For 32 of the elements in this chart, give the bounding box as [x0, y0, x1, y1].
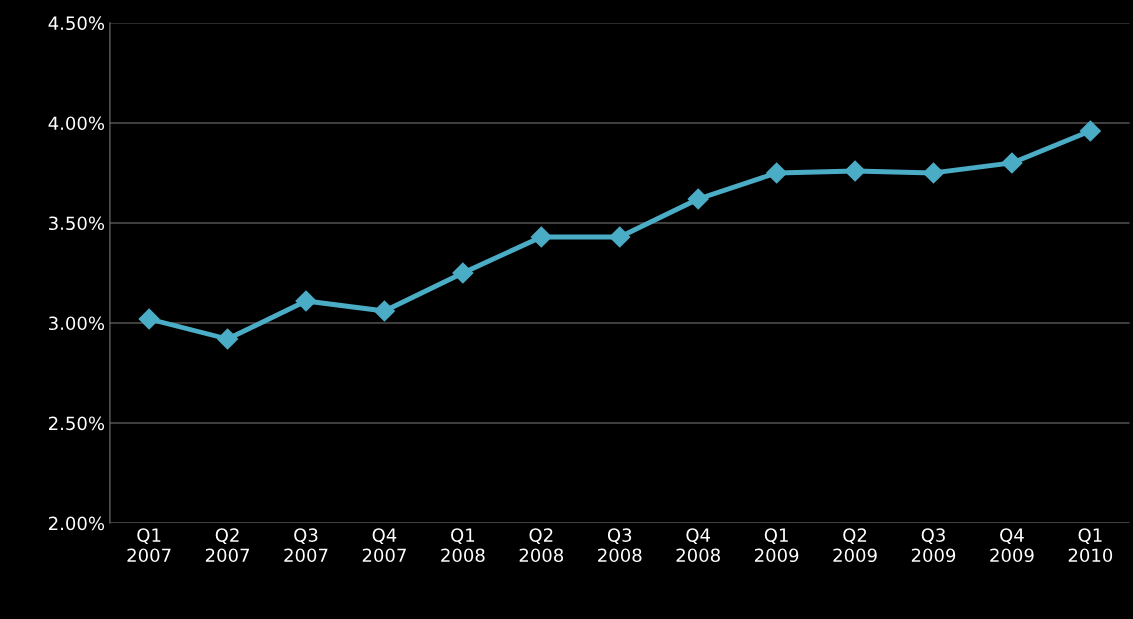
- x-tick-label: Q3 2009: [911, 528, 956, 563]
- point: [766, 162, 788, 184]
- x-tick-label: Q4 2008: [676, 528, 720, 563]
- x-tick-label: Q3 2008: [598, 528, 642, 563]
- y-tick-label: 3.00%: [49, 316, 105, 331]
- point: [373, 300, 395, 322]
- x-tick-label: Q3 2007: [284, 528, 328, 563]
- point: [295, 290, 317, 312]
- point: [687, 188, 709, 210]
- point: [609, 226, 631, 248]
- x-tick-label: Q4 2007: [362, 528, 406, 563]
- point: [922, 162, 945, 184]
- point: [1001, 152, 1023, 174]
- point: [1079, 120, 1101, 142]
- x-tick-label: Q2 2008: [519, 528, 564, 563]
- x-tick-label: Q1 2008: [441, 528, 485, 563]
- y-tick-label: 2.50%: [49, 416, 105, 431]
- y-tick-label: 4.50%: [48, 16, 105, 31]
- x-tick-label: Q2 2007: [205, 528, 249, 563]
- y-tick-label: 2.00%: [49, 516, 105, 531]
- x-tick-label: Q1 2007: [127, 528, 171, 563]
- point: [138, 308, 160, 330]
- point: [530, 226, 552, 248]
- y-tick-label: 4.00%: [48, 116, 105, 131]
- x-tick-label: Q1 2009: [754, 528, 799, 563]
- x-tick-label: Q4 2009: [990, 528, 1034, 563]
- x-tick-label: Q1 2010: [1068, 528, 1113, 563]
- point: [844, 160, 866, 182]
- y-tick-label: 3.50%: [49, 216, 105, 231]
- x-tick-label: Q2 2009: [833, 528, 877, 563]
- point: [452, 262, 474, 284]
- point: [217, 328, 239, 350]
